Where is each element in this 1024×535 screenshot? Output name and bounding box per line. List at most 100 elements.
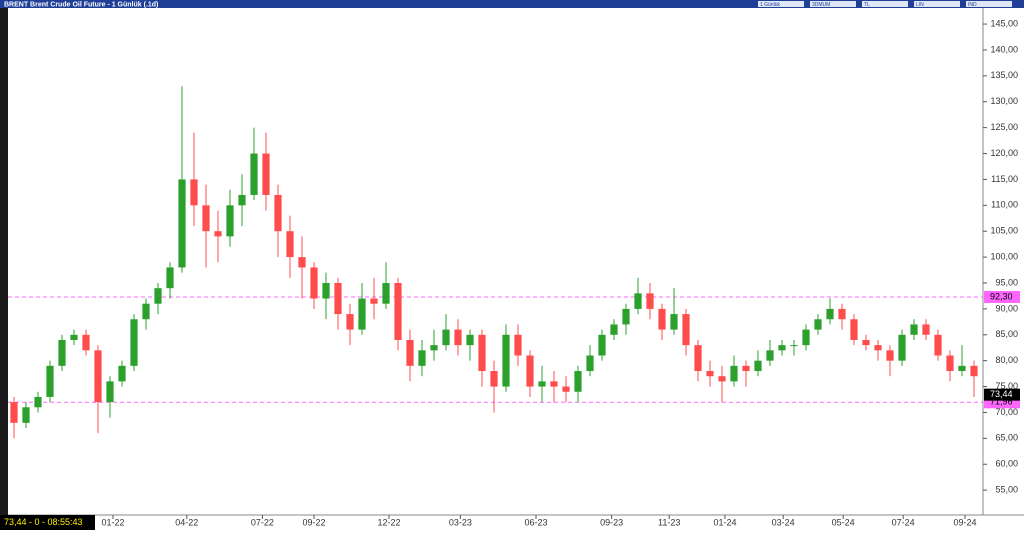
candle-body — [466, 334, 474, 346]
candle-body — [958, 365, 966, 372]
candle-body — [22, 407, 30, 423]
x-tick-label: 01-24 — [713, 517, 736, 527]
candle-body — [82, 334, 90, 351]
candle-body — [454, 329, 462, 346]
x-tick-label: 09-24 — [953, 517, 976, 527]
level-label: 92,30 — [990, 291, 1013, 301]
y-tick-label: 135,00 — [990, 70, 1018, 80]
y-tick-label: 120,00 — [990, 148, 1018, 158]
y-tick-label: 115,00 — [991, 174, 1018, 184]
y-tick-label: 145,00 — [990, 18, 1018, 28]
candle-body — [94, 350, 102, 403]
x-tick-label: 03-23 — [449, 517, 472, 527]
candle-body — [826, 308, 834, 320]
candle-body — [754, 360, 762, 372]
candle-body — [46, 365, 54, 397]
candle-body — [430, 345, 438, 351]
y-tick-label: 55,00 — [995, 485, 1018, 495]
candle-body — [178, 179, 186, 268]
candle-body — [166, 267, 174, 289]
x-tick-label: 12-22 — [377, 517, 400, 527]
candle-body — [706, 371, 714, 377]
candle-body — [346, 314, 354, 330]
candle-body — [274, 194, 282, 232]
y-tick-label: 65,00 — [995, 433, 1018, 443]
toolbar-button[interactable] — [758, 1, 804, 7]
toolbar-label: IND — [968, 2, 977, 8]
candle-body — [574, 371, 582, 392]
window-title: BRENT Brent Crude Oil Future - 1 Günlük … — [4, 1, 158, 8]
candle-body — [262, 153, 270, 195]
candle-body — [490, 371, 498, 387]
candle-body — [946, 355, 954, 372]
candle-body — [526, 355, 534, 387]
candle-body — [562, 386, 570, 392]
candle-body — [142, 303, 150, 320]
candle-body — [58, 339, 66, 366]
candle-body — [694, 345, 702, 372]
candle-body — [598, 334, 606, 356]
y-tick-label: 80,00 — [995, 355, 1018, 365]
candle-body — [406, 339, 414, 366]
toolbar-button[interactable] — [914, 1, 960, 7]
candle-body — [130, 319, 138, 366]
candle-body — [382, 282, 390, 304]
candle-body — [418, 350, 426, 366]
candle-body — [106, 381, 114, 403]
candle-body — [898, 334, 906, 361]
x-tick-label: 11-23 — [658, 517, 680, 527]
y-tick-label: 70,00 — [995, 407, 1018, 417]
status-text: 73,44 - 0 - 08:55:43 — [4, 517, 83, 527]
y-tick-label: 100,00 — [990, 251, 1018, 261]
candle-body — [514, 334, 522, 356]
candle-body — [358, 298, 366, 330]
last-price-label: 73,44 — [990, 389, 1013, 399]
y-tick-label: 125,00 — [990, 122, 1018, 132]
toolbar-label: TL — [864, 2, 870, 8]
candle-body — [742, 365, 750, 372]
candle-body — [610, 324, 618, 335]
candle-body — [766, 350, 774, 361]
candle-body — [478, 334, 486, 372]
candle-body — [802, 329, 810, 346]
x-tick-label: 05-24 — [832, 517, 855, 527]
candle-body — [286, 231, 294, 258]
candle-body — [850, 319, 858, 340]
x-tick-label: 06-23 — [524, 517, 547, 527]
candle-body — [814, 319, 822, 330]
candle-body — [538, 381, 546, 387]
candle-body — [442, 329, 450, 346]
y-tick-label: 85,00 — [995, 329, 1018, 339]
candle-body — [790, 345, 798, 347]
toolbar-label: LIN — [916, 2, 924, 8]
candle-body — [922, 324, 930, 335]
toolbar-button[interactable] — [862, 1, 908, 7]
candle-body — [190, 179, 198, 206]
candle-body — [118, 365, 126, 382]
toolbar-label: 3DMUM — [812, 2, 830, 8]
y-tick-label: 105,00 — [990, 226, 1018, 236]
candle-body — [934, 334, 942, 356]
title-bar — [0, 0, 1024, 8]
candle-body — [658, 308, 666, 330]
toolbar-button[interactable] — [966, 1, 1012, 7]
x-tick-label: 04-22 — [175, 517, 198, 527]
candle-body — [238, 194, 246, 206]
left-toolbar[interactable] — [0, 8, 8, 515]
x-tick-label: 09-22 — [302, 517, 325, 527]
toolbar-button[interactable] — [810, 1, 856, 7]
candle-body — [394, 282, 402, 340]
candle-body — [298, 257, 306, 268]
candle-body — [646, 293, 654, 309]
level-tag — [984, 290, 1020, 303]
candle-body — [670, 314, 678, 330]
candle-body — [202, 205, 210, 232]
x-tick-label: 03-24 — [772, 517, 795, 527]
candle-body — [730, 365, 738, 382]
y-tick-label: 60,00 — [995, 459, 1018, 469]
y-tick-label: 110,00 — [991, 200, 1018, 210]
candle-body — [622, 308, 630, 325]
candle-body — [34, 396, 42, 408]
